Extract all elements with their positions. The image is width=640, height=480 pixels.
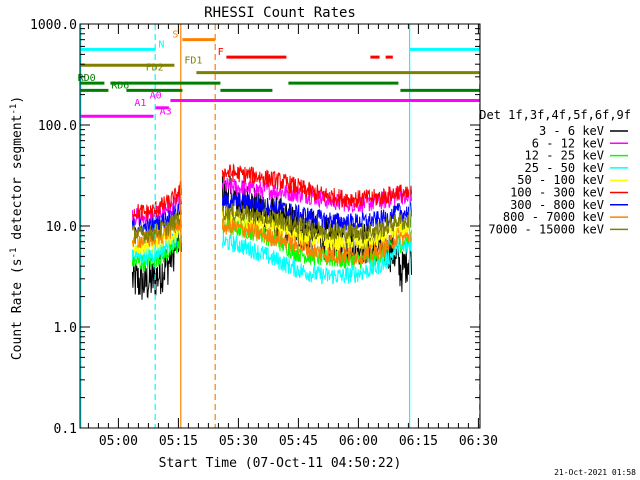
- axes: 0.1 1.0 10.0 100.0 1000.0 05:00 05:15 05:30 05:4…: [30, 18, 498, 449]
- y-axis-label-mid: detector segment: [10, 115, 25, 248]
- y-axis-label-exp: -1: [9, 248, 19, 259]
- footer-date: 21-Oct-2021 01:58: [554, 468, 636, 477]
- legend-label-12-25-kev: 12 - 25 keV: [525, 149, 604, 163]
- legend-label-50-100-kev: 50 - 100 keV: [517, 173, 604, 187]
- x-tick-label: 05:00: [99, 434, 138, 449]
- x-tick-label: 05:15: [159, 434, 198, 449]
- flag-label-rd0: RD0: [78, 73, 96, 84]
- x-tick-label: 06:30: [459, 434, 498, 449]
- x-axis-label: Start Time (07-Oct-11 04:50:22): [159, 456, 402, 471]
- y-tick-label: 10.0: [46, 220, 77, 235]
- series-line-100-300-kev: [132, 163, 412, 221]
- plot-area: NS F FD1 FD2 RD0 RD6 A0 A1 A3: [78, 24, 481, 428]
- legend-label-800-7000-kev: 800 - 7000 keV: [503, 210, 604, 224]
- x-tick-label: 05:30: [219, 434, 258, 449]
- chart-title: RHESSI Count Rates: [204, 5, 356, 21]
- flag-label-f: F: [218, 47, 224, 58]
- flag-label-s: S: [172, 30, 178, 41]
- y-tick-label: 1.0: [54, 321, 77, 336]
- y-tick-label: 0.1: [54, 422, 77, 437]
- y-tick-label: 100.0: [38, 119, 77, 134]
- flag-label-n: N: [158, 39, 164, 50]
- x-tick-label: 06:00: [339, 434, 378, 449]
- legend-label-6-12-kev: 6 - 12 keV: [532, 136, 604, 150]
- legend-label-7000-15000-kev: 7000 - 15000 keV: [488, 222, 604, 236]
- flag-label-fd2: FD2: [146, 63, 164, 74]
- legend-label-300-800-kev: 300 - 800 keV: [510, 198, 604, 212]
- y-axis-label-exp2: -1: [9, 104, 19, 115]
- flag-label-a3: A3: [160, 106, 172, 117]
- legend-label-3-6-kev: 3 - 6 keV: [539, 124, 604, 138]
- y-tick-label: 1000.0: [30, 18, 77, 33]
- flag-label-a1: A1: [134, 98, 146, 109]
- legend-label-100-300-kev: 100 - 300 keV: [510, 186, 604, 200]
- y-axis-label-suffix: ): [10, 96, 25, 104]
- x-tick-label: 05:45: [279, 434, 318, 449]
- flag-label-fd1: FD1: [184, 55, 202, 66]
- legend-title: Det 1f,3f,4f,5f,6f,9f: [479, 108, 631, 122]
- legend-label-25-50-kev: 25 - 50 keV: [525, 161, 604, 175]
- x-tick-label: 06:15: [399, 434, 438, 449]
- series-line-7000-15000-kev: [131, 203, 412, 245]
- flag-label-a0: A0: [150, 90, 162, 101]
- flag-label-rd6: RD6: [111, 80, 129, 91]
- y-axis-label-prefix: Count Rate (s: [10, 258, 25, 360]
- y-axis-label: Count Rate (s-1 detector segment-1): [9, 96, 25, 360]
